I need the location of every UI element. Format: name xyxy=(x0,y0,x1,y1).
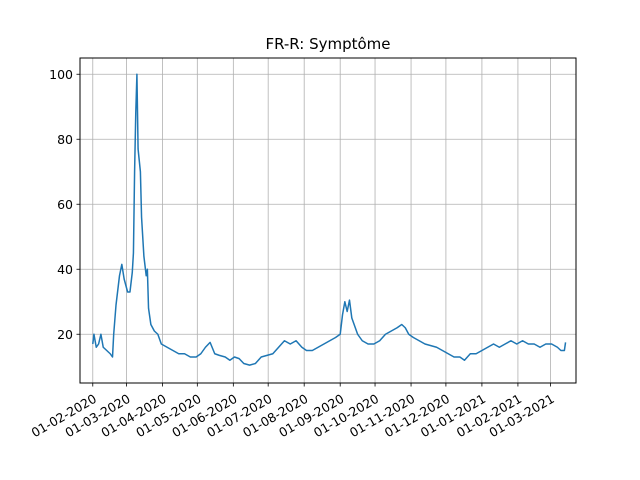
grid xyxy=(80,58,576,383)
y-tick-label: 20 xyxy=(57,327,73,342)
y-axis: 20 40 60 80 100 xyxy=(49,67,80,342)
y-tick-label: 40 xyxy=(57,262,73,277)
y-tick-label: 60 xyxy=(57,197,73,212)
y-tick-label: 80 xyxy=(57,132,73,147)
chart-title: FR-R: Symptôme xyxy=(265,35,390,53)
series-layer xyxy=(92,73,567,366)
y-tick-label: 100 xyxy=(49,67,73,82)
plot-area-frame xyxy=(79,57,577,384)
series-line xyxy=(92,73,567,366)
